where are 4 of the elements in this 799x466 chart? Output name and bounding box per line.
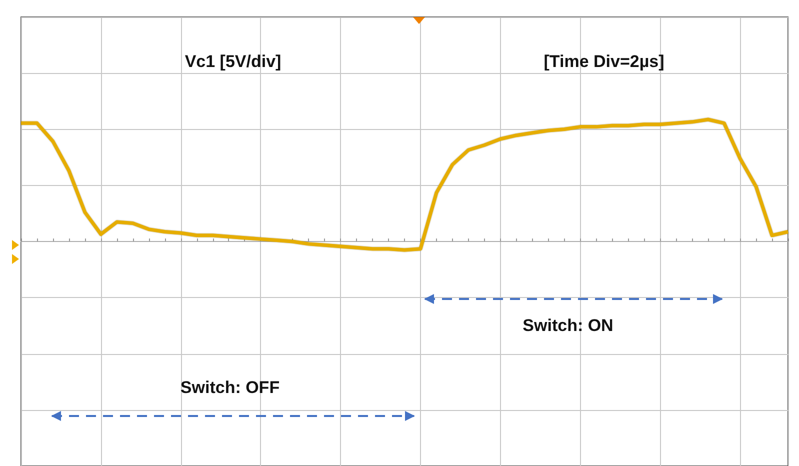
text: Switch: OFF [180,378,280,398]
text: Vc1 [5V/div] [184,52,282,72]
text: Switch: ON [522,316,614,336]
text: [Time Div=2µs] [544,52,664,72]
